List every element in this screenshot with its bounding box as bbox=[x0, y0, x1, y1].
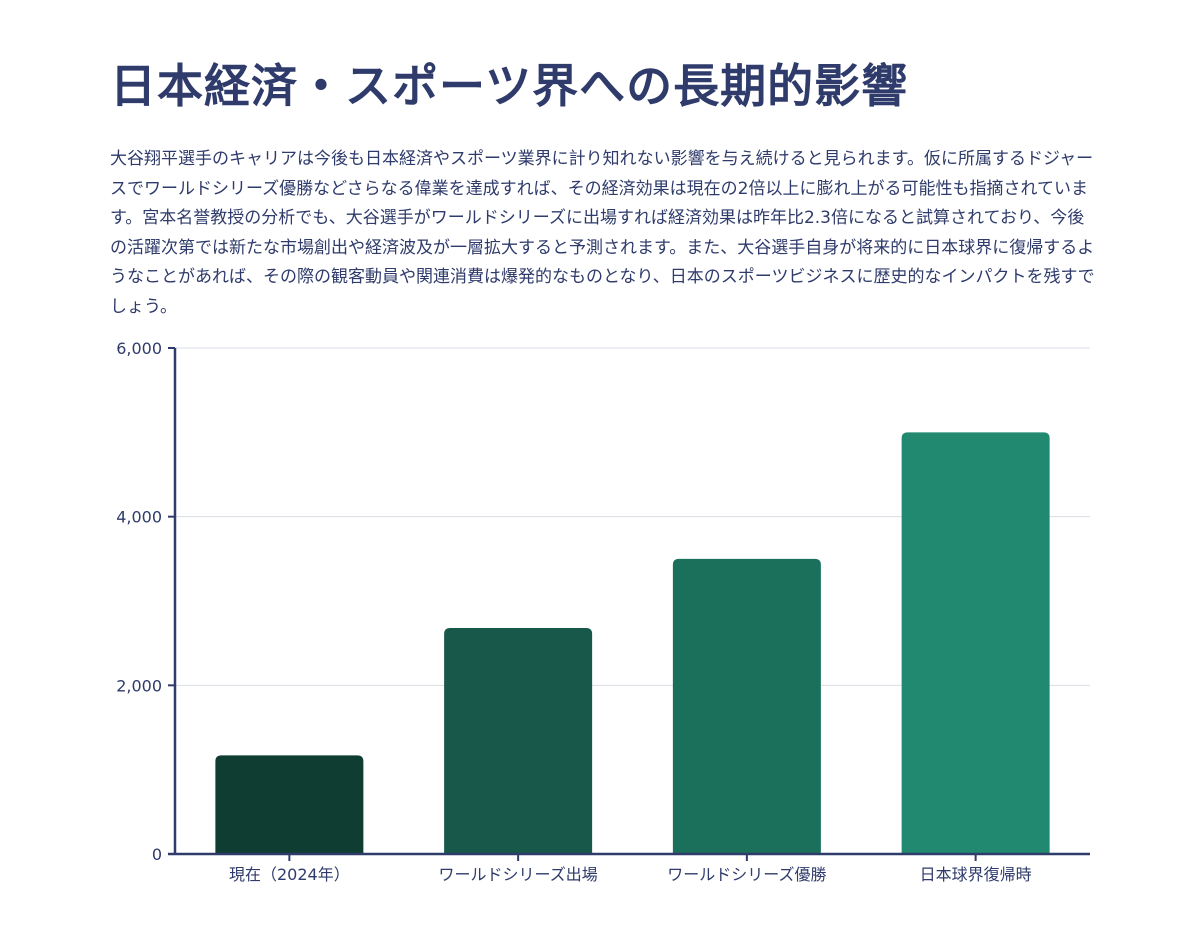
y-tick-label: 2,000 bbox=[116, 676, 162, 695]
bars-group bbox=[215, 432, 1050, 854]
y-tick-label: 6,000 bbox=[116, 339, 162, 358]
axes-group bbox=[168, 348, 1090, 856]
x-tick-label: 日本球界復帰時 bbox=[920, 865, 1032, 884]
bar bbox=[215, 755, 364, 854]
bar bbox=[901, 432, 1050, 854]
x-tick-label: ワールドシリーズ優勝 bbox=[667, 865, 826, 884]
page-title: 日本経済・スポーツ界への長期的影響 bbox=[110, 59, 909, 113]
y-tick-label: 4,000 bbox=[116, 508, 162, 527]
x-tick-label: 現在（2024年） bbox=[229, 865, 350, 884]
bar-chart: 0 2,000 4,000 6,000 現在（2024年） ワールドシリーズ出場 ワールド… bbox=[116, 339, 1090, 884]
bar bbox=[444, 627, 593, 854]
y-tick-label: 0 bbox=[152, 845, 162, 864]
x-tick-label: ワールドシリーズ出場 bbox=[439, 865, 598, 884]
bar bbox=[672, 558, 821, 854]
y-ticks: 0 2,000 4,000 6,000 bbox=[116, 339, 175, 864]
x-ticks: 現在（2024年） ワールドシリーズ出場 ワールドシリーズ優勝 日本球界復帰時 bbox=[229, 854, 1032, 884]
description-paragraph: 大谷翔平選手のキャリアは今後も日本経済やスポーツ業界に計り知れない影響を与え続け… bbox=[110, 149, 1095, 317]
